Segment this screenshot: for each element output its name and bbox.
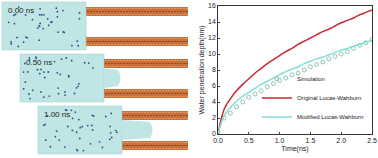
svg-text:4: 4 <box>212 98 216 105</box>
svg-text:2.0: 2.0 <box>336 137 346 144</box>
svg-text:1.5: 1.5 <box>306 137 316 144</box>
svg-text:16: 16 <box>208 2 216 9</box>
svg-text:10: 10 <box>208 50 216 57</box>
svg-text:12: 12 <box>208 34 216 41</box>
svg-text:6: 6 <box>212 82 216 89</box>
svg-text:Simulation: Simulation <box>297 76 325 82</box>
svg-text:0.0: 0.0 <box>213 137 223 144</box>
svg-text:Time(ns): Time(ns) <box>281 145 308 153</box>
svg-text:2: 2 <box>212 114 216 121</box>
svg-text:0.50 ns: 0.50 ns <box>26 58 52 67</box>
svg-text:Original Lucas-Wahburn: Original Lucas-Wahburn <box>297 95 361 101</box>
svg-text:0.00 ns: 0.00 ns <box>8 6 34 15</box>
svg-text:0: 0 <box>212 130 216 137</box>
svg-text:1.0: 1.0 <box>275 137 285 144</box>
svg-text:Water penetration depth(nm): Water penetration depth(nm) <box>198 25 206 114</box>
svg-text:1.00 ns: 1.00 ns <box>44 110 70 119</box>
svg-text:2.5: 2.5 <box>367 137 377 144</box>
svg-text:8: 8 <box>212 66 216 73</box>
svg-text:0.5: 0.5 <box>244 137 254 144</box>
svg-text:14: 14 <box>208 18 216 25</box>
svg-text:Modified Lucas-Wahburn: Modified Lucas-Wahburn <box>297 114 363 120</box>
